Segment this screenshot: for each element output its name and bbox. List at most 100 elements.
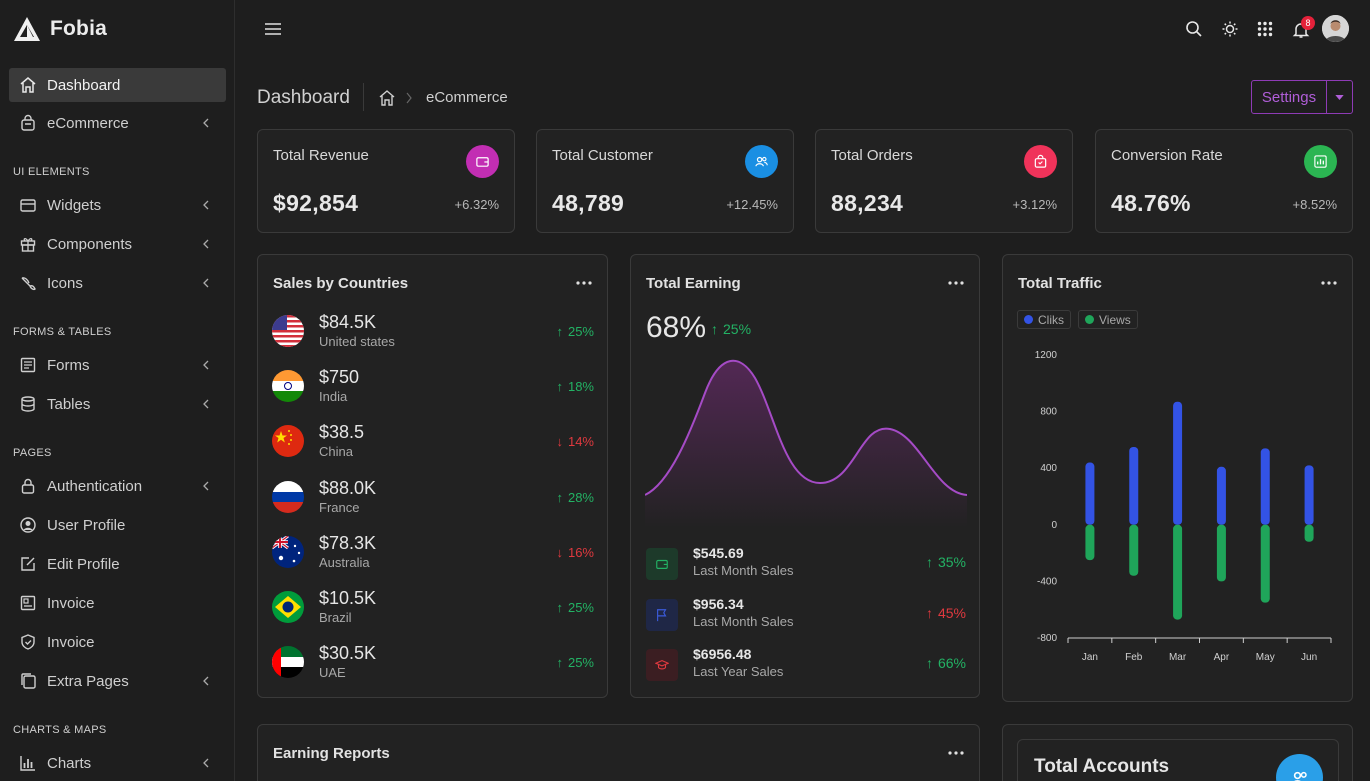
caret-down-icon xyxy=(1335,94,1344,100)
earning-row[interactable]: $956.34 Last Month Sales ↑ 45% xyxy=(646,596,966,636)
sidebar-item-charts[interactable]: Charts xyxy=(9,746,226,780)
sidebar-item-invoice[interactable]: Invoice xyxy=(9,586,226,620)
wallet-icon xyxy=(646,548,678,580)
avatar[interactable] xyxy=(1322,15,1349,42)
bar-views[interactable] xyxy=(1260,524,1270,603)
y-tick-label: -400 xyxy=(1037,576,1057,587)
sidebar-item-user-profile[interactable]: User Profile xyxy=(9,508,226,542)
bar-cliks[interactable] xyxy=(1260,448,1270,525)
bar-chart-icon xyxy=(1304,145,1337,178)
legend-views[interactable]: Views xyxy=(1078,310,1138,329)
more-horizontal-icon[interactable] xyxy=(1321,281,1337,285)
country-amount: $88.0K xyxy=(319,478,377,498)
sun-icon[interactable] xyxy=(1221,20,1239,38)
flag-brazil-icon xyxy=(272,591,304,623)
home-icon[interactable] xyxy=(378,89,396,107)
sidebar-item-ecommerce[interactable]: eCommerce xyxy=(9,106,226,140)
arrow-up-icon: ↑ xyxy=(556,655,563,670)
apps-grid-icon[interactable] xyxy=(1256,20,1274,38)
sidebar-item-authentication[interactable]: Authentication xyxy=(9,469,226,503)
stat-title: Total Orders xyxy=(831,147,913,164)
sidebar-item-icons[interactable]: Icons xyxy=(9,266,226,300)
x-tick-label: Apr xyxy=(1214,652,1230,663)
total-traffic-card: Total Traffic Cliks Views 1200 800 400 0 -40… xyxy=(1002,254,1353,702)
earning-line xyxy=(645,359,967,496)
sidebar-item-label: Widgets xyxy=(47,196,102,214)
menu-icon[interactable] xyxy=(264,22,282,36)
sidebar-item-dashboard[interactable]: Dashboard xyxy=(9,68,226,102)
chevron-left-icon xyxy=(203,758,209,768)
country-row[interactable]: $84.5K United states ↑ 25% xyxy=(272,312,594,358)
legend-dot xyxy=(1024,315,1033,324)
sidebar-item-label: Invoice xyxy=(47,594,95,612)
bar-cliks[interactable] xyxy=(1173,401,1183,525)
country-row[interactable]: $78.3K Australia ↓ 16% xyxy=(272,533,594,579)
country-row[interactable]: $30.5K UAE ↑ 25% xyxy=(272,643,594,689)
sidebar-item-tables[interactable]: Tables xyxy=(9,387,226,421)
widgets-icon xyxy=(19,196,37,214)
flag-australia-icon xyxy=(272,536,304,568)
earning-amount: $956.34 xyxy=(693,596,744,612)
earning-label: Last Month Sales xyxy=(693,614,794,629)
bar-cliks[interactable] xyxy=(1304,465,1314,525)
sidebar-item-widgets[interactable]: Widgets xyxy=(9,188,226,222)
flag-russia-icon xyxy=(272,481,304,513)
country-percent: ↑ 28% xyxy=(556,490,594,505)
flag-icon xyxy=(646,599,678,631)
earning-area-chart xyxy=(645,359,967,528)
bar-cliks[interactable] xyxy=(1129,446,1139,525)
country-row[interactable]: $88.0K France ↑ 28% xyxy=(272,478,594,524)
x-tick-label: Mar xyxy=(1169,652,1187,663)
earning-percent-change: ↑ 35% xyxy=(926,554,966,570)
bar-cliks[interactable] xyxy=(1085,462,1095,525)
stat-card-orders: Total Orders 88,234 +3.12% xyxy=(815,129,1073,233)
percent-value: 18% xyxy=(567,379,594,394)
legend-cliks[interactable]: Cliks xyxy=(1017,310,1071,329)
sidebar-item-edit-profile[interactable]: Edit Profile xyxy=(9,547,226,581)
percent-value: 25% xyxy=(567,655,594,670)
arrow-down-icon: ↓ xyxy=(556,434,563,449)
country-row[interactable]: $750 India ↑ 18% xyxy=(272,367,594,413)
country-amount: $30.5K xyxy=(319,643,377,663)
percent-value: 25% xyxy=(567,324,594,339)
gift-icon xyxy=(19,235,37,253)
arrow-up-icon: ↑ xyxy=(556,490,563,505)
sales-by-countries-card: Sales by Countries $84.5K United states … xyxy=(257,254,608,698)
search-icon[interactable] xyxy=(1185,20,1203,38)
stat-value: 48.76% xyxy=(1111,190,1191,216)
lock-icon xyxy=(19,477,37,495)
brand-logo[interactable]: Fobia xyxy=(13,14,107,44)
more-horizontal-icon[interactable] xyxy=(948,751,964,755)
sidebar-item-forms[interactable]: Forms xyxy=(9,348,226,382)
bar-views[interactable] xyxy=(1304,524,1314,542)
stat-value: 48,789 xyxy=(552,190,625,216)
pages-icon xyxy=(19,672,37,690)
sidebar-item-components[interactable]: Components xyxy=(9,227,226,261)
more-horizontal-icon[interactable] xyxy=(948,281,964,285)
earning-row[interactable]: $545.69 Last Month Sales ↑ 35% xyxy=(646,545,966,585)
chevron-left-icon xyxy=(203,399,209,409)
country-row[interactable]: $10.5K Brazil ↑ 25% xyxy=(272,588,594,634)
settings-button[interactable]: Settings xyxy=(1251,80,1327,114)
y-tick-label: 400 xyxy=(1040,463,1057,474)
chevron-left-icon xyxy=(203,200,209,210)
stat-change: +12.45% xyxy=(726,197,778,212)
sidebar-item-extra-pages[interactable]: Extra Pages xyxy=(9,664,226,698)
card-title: Sales by Countries xyxy=(273,275,409,292)
earning-row[interactable]: $6956.48 Last Year Sales ↑ 66% xyxy=(646,646,966,686)
settings-dropdown-button[interactable] xyxy=(1326,80,1353,114)
country-row[interactable]: $38.5 China ↓ 14% xyxy=(272,422,594,468)
bar-views[interactable] xyxy=(1129,524,1139,576)
earning-amount: $545.69 xyxy=(693,545,744,561)
arrow-up-icon: ↑ xyxy=(556,379,563,394)
bar-views[interactable] xyxy=(1173,524,1183,620)
sidebar-item-label: Dashboard xyxy=(47,76,121,94)
bar-views[interactable] xyxy=(1216,524,1226,582)
user-circle-icon xyxy=(19,516,37,534)
bar-views[interactable] xyxy=(1085,524,1095,561)
bar-cliks[interactable] xyxy=(1216,466,1226,525)
more-horizontal-icon[interactable] xyxy=(576,281,592,285)
sidebar-item-invoice-2[interactable]: Invoice xyxy=(9,625,226,659)
card-title: Total Traffic xyxy=(1018,275,1102,292)
total-accounts-wrapper: Total Accounts xyxy=(1002,724,1353,781)
